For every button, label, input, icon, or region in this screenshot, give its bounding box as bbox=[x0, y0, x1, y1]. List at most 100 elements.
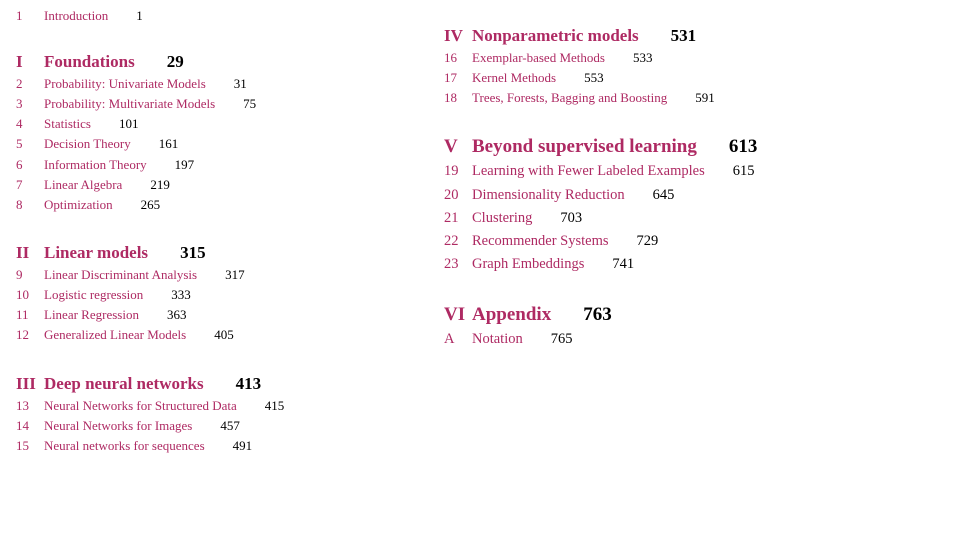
chapter-title: Clustering bbox=[472, 207, 532, 230]
part-title: Nonparametric models bbox=[472, 26, 639, 46]
chapter-page: 31 bbox=[234, 74, 247, 94]
part-title: Foundations bbox=[44, 52, 135, 72]
chapter-title: Probability: Univariate Models bbox=[44, 74, 206, 94]
chapter-title: Neural Networks for Images bbox=[44, 416, 192, 436]
chapter-number: 18 bbox=[444, 88, 472, 108]
toc-chapter-row[interactable]: 13Neural Networks for Structured Data 415 bbox=[16, 396, 436, 416]
chapter-title: Neural Networks for Structured Data bbox=[44, 396, 237, 416]
chapter-title: Recommender Systems bbox=[472, 230, 609, 253]
toc-chapter-row[interactable]: 22Recommender Systems729 bbox=[444, 230, 944, 253]
chapter-title: Linear Regression bbox=[44, 305, 139, 325]
toc-chapter-row[interactable]: 3Probability: Multivariate Models75 bbox=[16, 94, 436, 114]
chapter-title: Neural networks for sequences bbox=[44, 436, 205, 456]
toc-chapter-row[interactable]: 12Generalized Linear Models 405 bbox=[16, 325, 436, 345]
toc-chapter-row[interactable]: 23Graph Embeddings 741 bbox=[444, 253, 944, 276]
chapter-page: 101 bbox=[119, 114, 139, 134]
toc-part-deep-neural-networks[interactable]: III Deep neural networks 413 bbox=[16, 374, 436, 394]
spacer bbox=[16, 346, 436, 364]
toc-chapter-row[interactable]: 10Logistic regression333 bbox=[16, 285, 436, 305]
chapter-title: Dimensionality Reduction bbox=[472, 184, 625, 207]
chapter-title: Optimization bbox=[44, 195, 113, 215]
toc-chapter-row[interactable]: 7Linear Algebra219 bbox=[16, 175, 436, 195]
part-number: I bbox=[16, 52, 44, 72]
chapter-number: 19 bbox=[444, 160, 472, 183]
chapter-page: 161 bbox=[159, 134, 179, 154]
toc-chapter-row[interactable]: 15Neural networks for sequences491 bbox=[16, 436, 436, 456]
chapter-title: Graph Embeddings bbox=[472, 253, 584, 276]
spacer bbox=[444, 276, 944, 294]
part-page: 531 bbox=[671, 26, 697, 46]
chapter-title: Exemplar-based Methods bbox=[472, 48, 605, 68]
part-number: IV bbox=[444, 26, 472, 46]
chapter-page: 405 bbox=[214, 325, 234, 345]
chapter-title: Logistic regression bbox=[44, 285, 143, 305]
chapter-title: Probability: Multivariate Models bbox=[44, 94, 215, 114]
toc-chapter-row[interactable]: 9Linear Discriminant Analysis317 bbox=[16, 265, 436, 285]
chapter-title: Learning with Fewer Labeled Examples bbox=[472, 160, 705, 183]
toc-chapter-row[interactable]: 18Trees, Forests, Bagging and Boosting59… bbox=[444, 88, 944, 108]
toc-chapter-row[interactable]: 4Statistics 101 bbox=[16, 114, 436, 134]
chapter-number: 1 bbox=[16, 8, 44, 24]
toc-chapter-row[interactable]: 8Optimization265 bbox=[16, 195, 436, 215]
chapter-page: 533 bbox=[633, 48, 653, 68]
chapter-page: 729 bbox=[637, 230, 659, 253]
chapter-title: Kernel Methods bbox=[472, 68, 556, 88]
chapter-page: 645 bbox=[653, 184, 675, 207]
part-title: Beyond supervised learning bbox=[472, 136, 697, 158]
toc-chapter-row[interactable]: 16Exemplar-based Methods 533 bbox=[444, 48, 944, 68]
chapter-title: Trees, Forests, Bagging and Boosting bbox=[472, 88, 667, 108]
toc-chapter-row[interactable]: 11Linear Regression363 bbox=[16, 305, 436, 325]
chapter-title: Linear Discriminant Analysis bbox=[44, 265, 197, 285]
part-number: VI bbox=[444, 304, 472, 326]
toc-chapter-row[interactable]: 20Dimensionality Reduction 645 bbox=[444, 184, 944, 207]
chapter-number: 8 bbox=[16, 195, 44, 215]
part-number: III bbox=[16, 374, 44, 394]
chapter-page: 615 bbox=[733, 160, 755, 183]
chapter-page: 415 bbox=[265, 396, 285, 416]
chapter-number: 23 bbox=[444, 253, 472, 276]
chapter-number: 20 bbox=[444, 184, 472, 207]
part-page: 613 bbox=[729, 136, 758, 158]
chapter-number: 16 bbox=[444, 48, 472, 68]
chapter-number: 13 bbox=[16, 396, 44, 416]
chapter-title: Statistics bbox=[44, 114, 91, 134]
chapter-number: 4 bbox=[16, 114, 44, 134]
toc-chapter-row[interactable]: 2Probability: Univariate Models 31 bbox=[16, 74, 436, 94]
toc-intro-row[interactable]: 1 Introduction 1 bbox=[16, 8, 436, 24]
toc-part-nonparametric-models[interactable]: IV Nonparametric models 531 bbox=[444, 26, 944, 46]
part-page: 413 bbox=[236, 374, 262, 394]
chapter-number: 14 bbox=[16, 416, 44, 436]
chapter-page: 457 bbox=[220, 416, 240, 436]
toc-column-right: IV Nonparametric models 531 16Exemplar-b… bbox=[444, 8, 944, 456]
chapter-number: 2 bbox=[16, 74, 44, 94]
part-title: Appendix bbox=[472, 304, 551, 326]
toc-chapter-row[interactable]: 14Neural Networks for Images 457 bbox=[16, 416, 436, 436]
chapter-page: 333 bbox=[171, 285, 191, 305]
chapter-number: 5 bbox=[16, 134, 44, 154]
part-number: V bbox=[444, 136, 472, 158]
chapter-title: Notation bbox=[472, 328, 523, 351]
toc-part-foundations[interactable]: I Foundations 29 bbox=[16, 52, 436, 72]
toc-chapter-row[interactable]: 5Decision Theory161 bbox=[16, 134, 436, 154]
chapter-number: 7 bbox=[16, 175, 44, 195]
chapter-number: 11 bbox=[16, 305, 44, 325]
chapter-title: Information Theory bbox=[44, 155, 147, 175]
chapter-page: 197 bbox=[175, 155, 195, 175]
chapter-number: 21 bbox=[444, 207, 472, 230]
toc-chapter-row[interactable]: 6Information Theory197 bbox=[16, 155, 436, 175]
chapter-page: 741 bbox=[612, 253, 634, 276]
chapter-page: 219 bbox=[150, 175, 170, 195]
toc-chapter-row[interactable]: 17Kernel Methods553 bbox=[444, 68, 944, 88]
toc-part-beyond-supervised-learning[interactable]: V Beyond supervised learning 613 bbox=[444, 136, 944, 158]
toc-chapter-row[interactable]: 19Learning with Fewer Labeled Examples 61… bbox=[444, 160, 944, 183]
toc-chapter-row[interactable]: ANotation765 bbox=[444, 328, 944, 351]
chapter-title: Generalized Linear Models bbox=[44, 325, 186, 345]
chapter-number: 12 bbox=[16, 325, 44, 345]
part-page: 29 bbox=[167, 52, 184, 72]
toc-chapter-row[interactable]: 21Clustering703 bbox=[444, 207, 944, 230]
chapter-page: 491 bbox=[233, 436, 253, 456]
toc-part-appendix[interactable]: VI Appendix 763 bbox=[444, 304, 944, 326]
toc-part-linear-models[interactable]: II Linear models 315 bbox=[16, 243, 436, 263]
toc-column-left: 1 Introduction 1 I Foundations 29 2Proba… bbox=[16, 8, 436, 456]
chapter-page: 75 bbox=[243, 94, 256, 114]
